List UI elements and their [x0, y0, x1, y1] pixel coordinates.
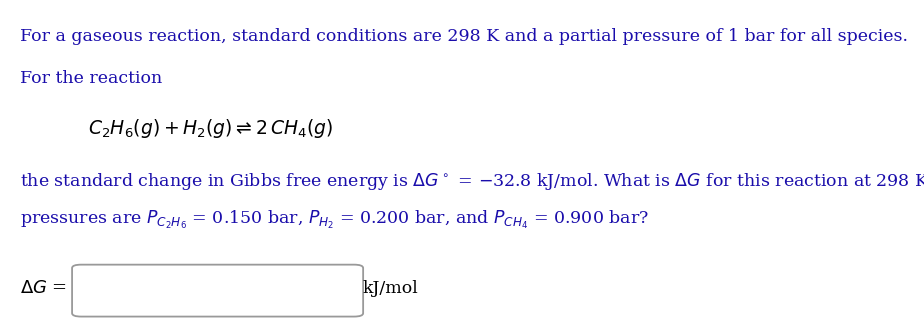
Text: the standard change in Gibbs free energy is $\Delta G^\circ$ = $-$32.8 kJ/mol. W: the standard change in Gibbs free energy… [20, 171, 924, 192]
Text: For a gaseous reaction, standard conditions are 298 K and a partial pressure of : For a gaseous reaction, standard conditi… [20, 28, 908, 46]
Text: For the reaction: For the reaction [20, 70, 163, 87]
Text: $C_2H_6(g) + H_2(g) \rightleftharpoons 2\,CH_4(g)$: $C_2H_6(g) + H_2(g) \rightleftharpoons 2… [88, 117, 333, 140]
Text: pressures are $P_{C_2H_6}$ = 0.150 bar, $P_{H_2}$ = 0.200 bar, and $P_{CH_4}$ = : pressures are $P_{C_2H_6}$ = 0.150 bar, … [20, 209, 650, 231]
Text: kJ/mol: kJ/mol [362, 280, 418, 296]
Text: $\Delta G$ =: $\Delta G$ = [20, 279, 67, 297]
